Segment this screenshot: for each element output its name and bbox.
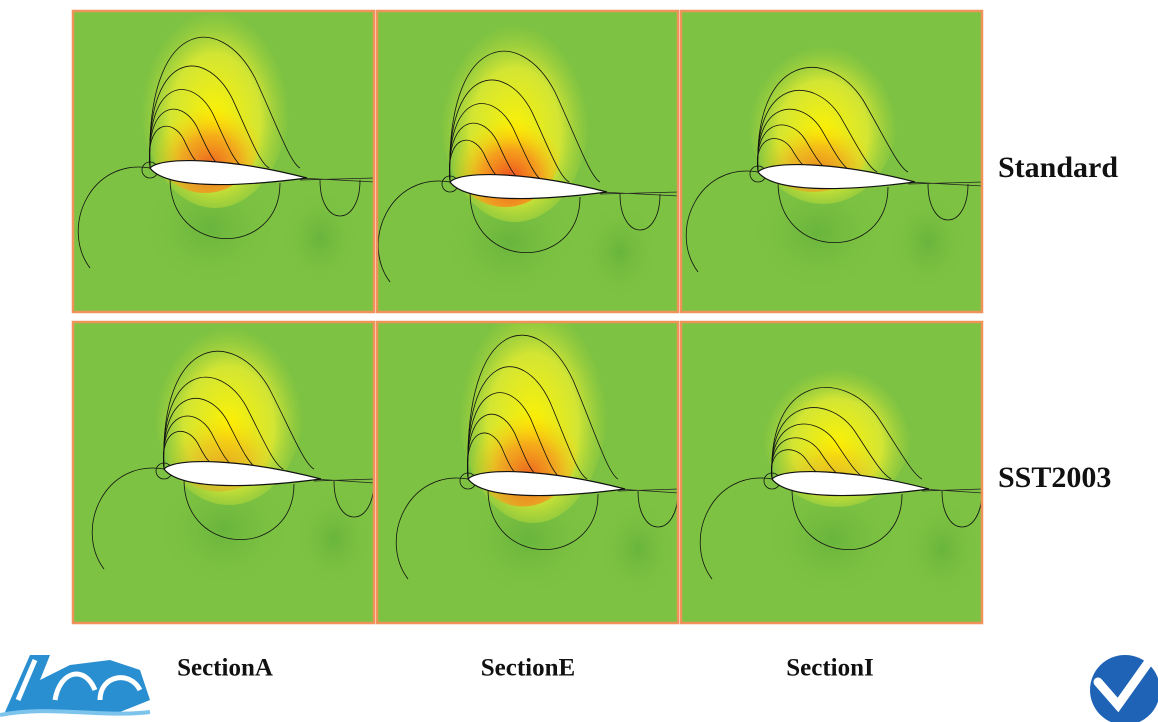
contour-panel <box>680 10 983 313</box>
right-logo <box>1090 655 1158 722</box>
column-label: SectionI <box>786 655 874 682</box>
low-region <box>888 192 968 292</box>
row-label: SST2003 <box>998 461 1111 494</box>
low-region <box>902 499 982 599</box>
contour-panel <box>680 321 983 624</box>
low-region <box>580 202 660 302</box>
contour-panel <box>72 0 375 313</box>
panel-content <box>680 321 983 624</box>
panel-content <box>376 2 679 313</box>
low-region <box>280 188 360 288</box>
left-logo <box>0 655 150 715</box>
panel-content <box>72 0 375 313</box>
panel-content <box>376 281 679 624</box>
panel-content <box>680 10 983 313</box>
low-region <box>294 489 374 589</box>
column-label: SectionE <box>481 655 575 682</box>
panel-content <box>72 307 375 624</box>
contour-panel <box>376 2 679 313</box>
contour-panel <box>72 307 375 624</box>
low-region <box>598 499 678 599</box>
panels <box>72 0 983 624</box>
column-label: SectionA <box>177 655 273 682</box>
figure: Standard SST2003 SectionA SectionE Secti… <box>0 0 1158 722</box>
contour-panel <box>376 281 679 624</box>
row-label: Standard <box>998 151 1118 184</box>
